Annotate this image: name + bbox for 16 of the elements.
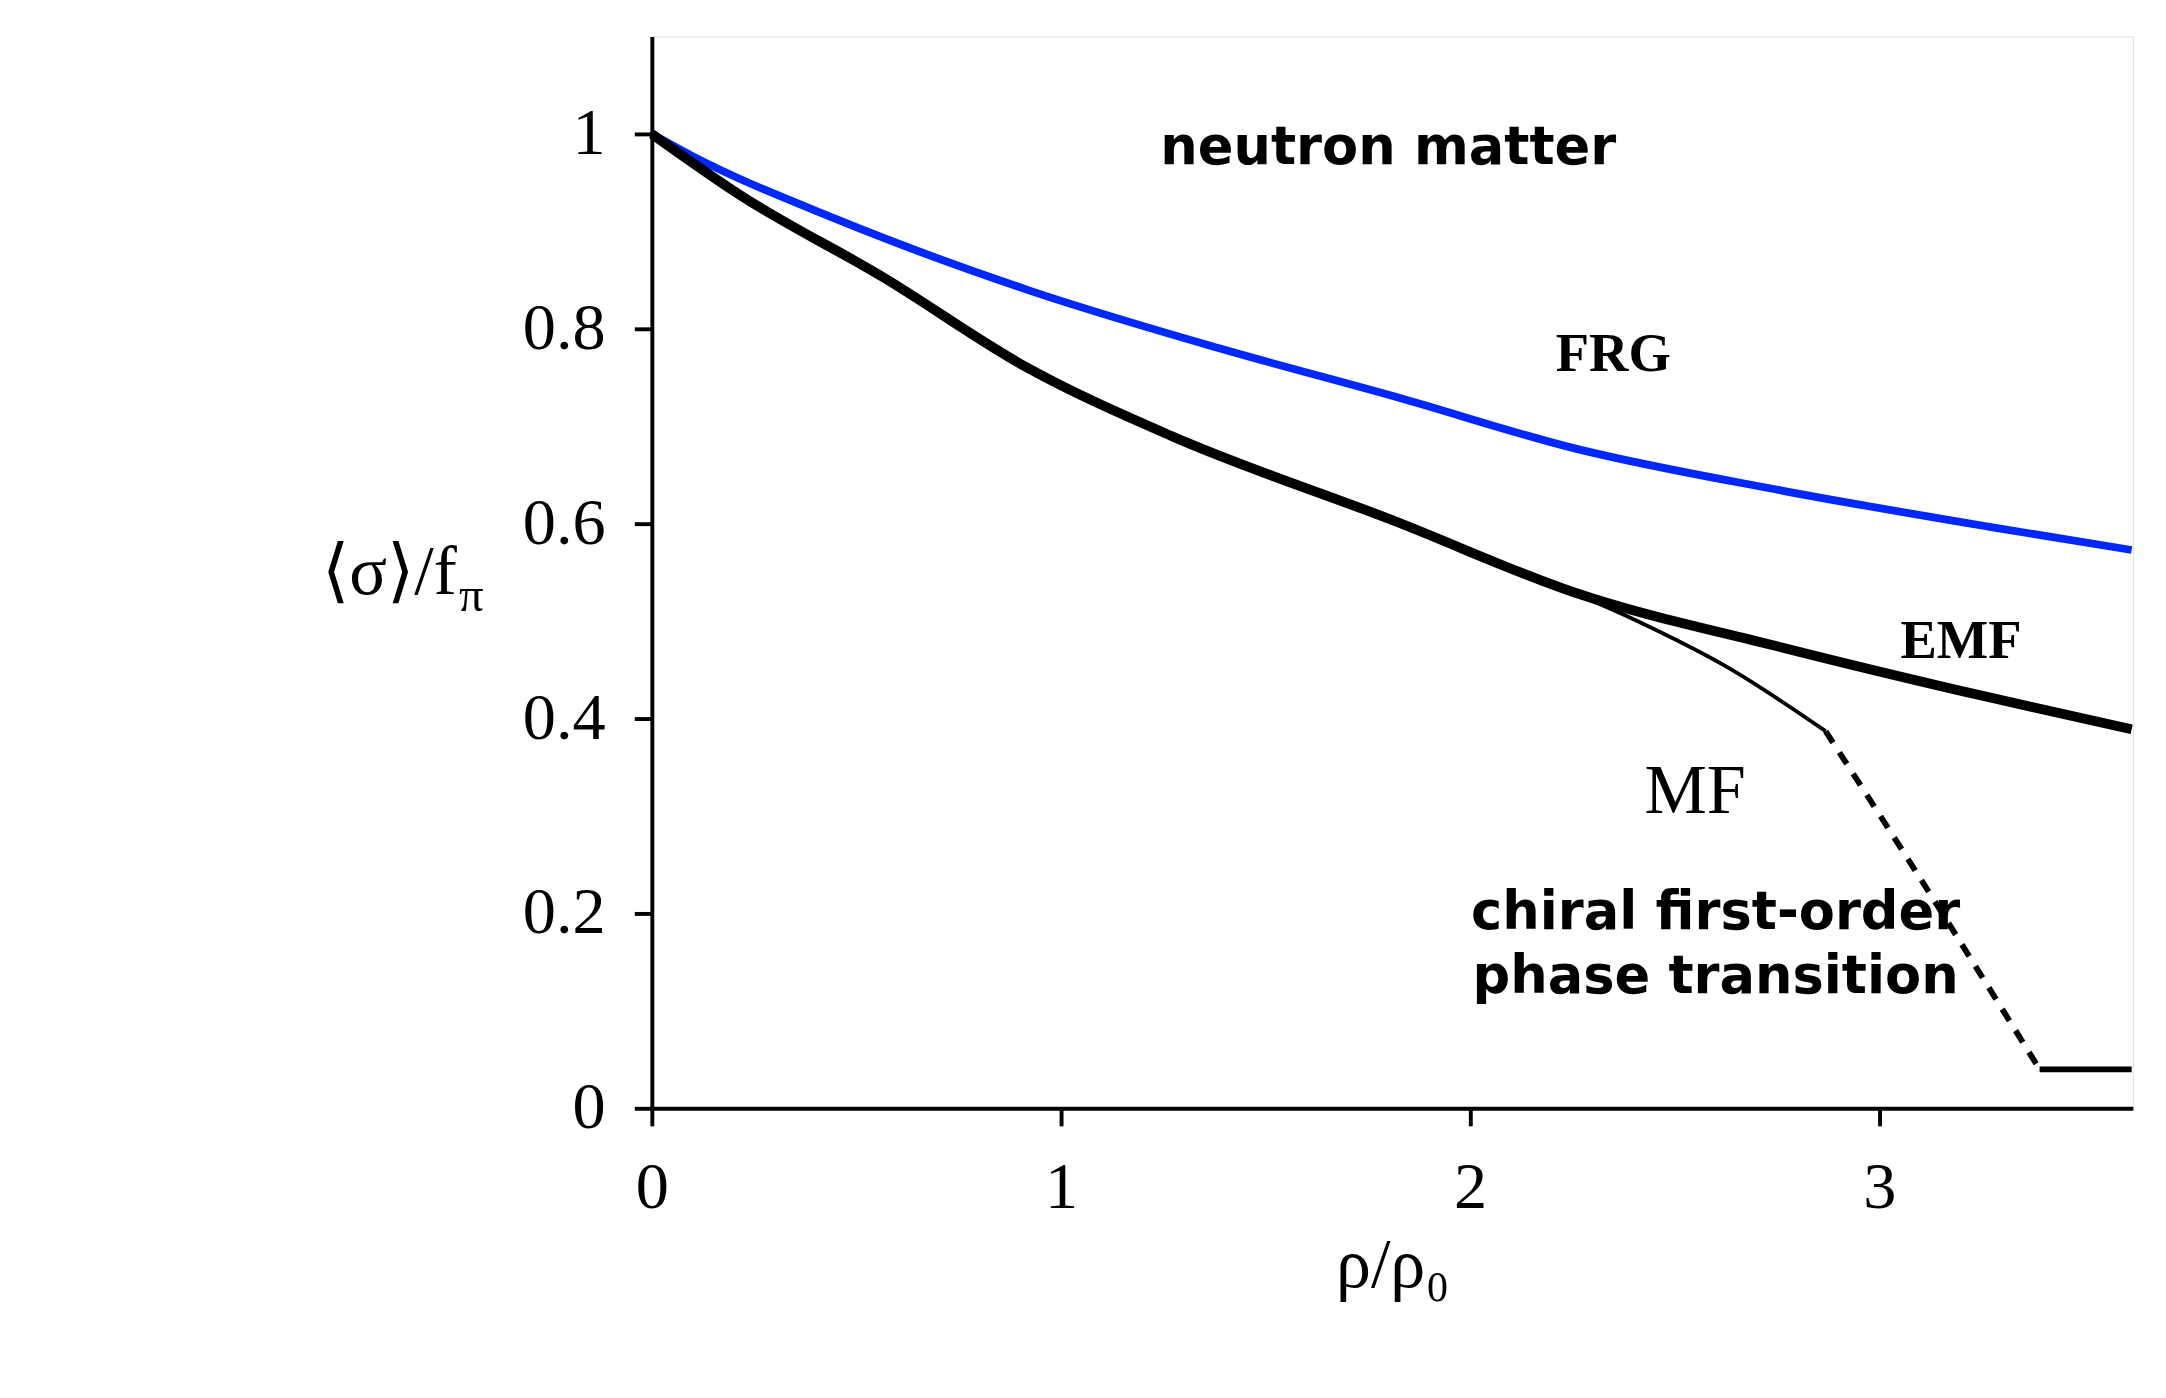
y-tick-label: 0.4 <box>522 679 606 753</box>
x-axis-title: ρ/ρ₀ <box>1335 1224 1450 1303</box>
x-tick-label: 0 <box>635 1149 669 1223</box>
series-label: EMF <box>1900 609 2022 671</box>
y-tick-label: 1 <box>572 94 606 168</box>
y-tick-label: 0.2 <box>522 874 606 948</box>
annotation: chiral first-order phase transition <box>1471 880 1961 1006</box>
y-tick-label: 0.8 <box>522 289 606 363</box>
series-label: MF <box>1644 750 1746 829</box>
annotation: neutron matter <box>1160 115 1617 177</box>
y-tick-label: 0 <box>572 1069 606 1143</box>
x-tick-label: 3 <box>1863 1149 1897 1223</box>
x-tick-label: 1 <box>1044 1149 1079 1223</box>
y-tick-label: 0.6 <box>522 484 606 558</box>
series-label: FRG <box>1555 321 1671 383</box>
x-tick-label: 2 <box>1454 1149 1488 1223</box>
